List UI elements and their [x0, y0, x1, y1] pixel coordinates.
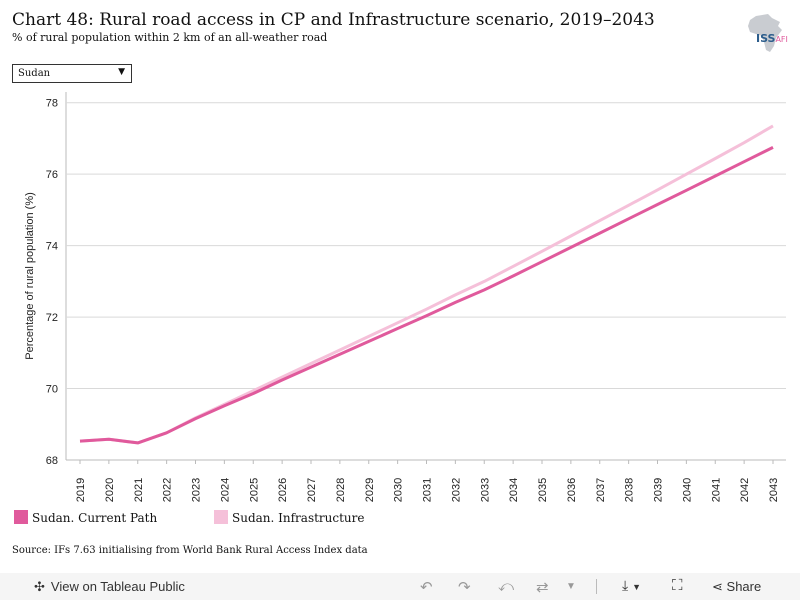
x-tick-label: 2033: [479, 478, 491, 502]
x-tick-label: 2032: [450, 478, 462, 502]
x-tick-label: 2035: [537, 478, 549, 502]
page-title: Chart 48: Rural road access in CP and In…: [12, 10, 655, 30]
download-icon[interactable]: ⤓ ▼: [622, 577, 641, 593]
chevron-down-icon[interactable]: ▼: [566, 581, 576, 592]
view-on-tableau-button[interactable]: ✣ View on Tableau Public: [34, 579, 185, 595]
y-tick-label: 70: [46, 384, 58, 396]
y-tick-label: 68: [46, 455, 58, 467]
x-tick-label: 2025: [248, 478, 260, 502]
undo-icon[interactable]: ↶: [420, 579, 433, 596]
country-filter-select[interactable]: Sudan ▼: [12, 64, 132, 83]
x-tick-label: 2022: [162, 478, 174, 502]
chart-series: [79, 124, 774, 445]
x-tick-label: 2019: [75, 478, 87, 502]
x-tick-label: 2034: [508, 478, 520, 502]
legend-swatch-current-path: [14, 510, 28, 524]
revert-icon[interactable]: ⤺: [498, 578, 515, 595]
x-tick-label: 2036: [566, 478, 578, 502]
series-line-current-path[interactable]: [79, 146, 774, 445]
redo-icon[interactable]: ↷: [458, 579, 471, 596]
x-tick-label: 2038: [624, 478, 636, 502]
x-tick-label: 2028: [335, 478, 347, 502]
x-axis-ticks: 2019 2020 2021 2022 2023 2024 2025 2026 2027 2028…: [75, 460, 780, 502]
y-tick-label: 78: [46, 98, 58, 110]
x-tick-label: 2024: [219, 478, 231, 502]
x-tick-label: 2031: [422, 478, 434, 502]
chevron-down-icon: ▼: [118, 67, 125, 77]
chart-gridlines: [65, 92, 786, 461]
logo-text: ISSAFI: [756, 32, 788, 45]
y-axis-ticks: 68 70 72 74 76 78: [46, 98, 58, 467]
x-tick-label: 2040: [681, 478, 693, 502]
country-filter-value: Sudan: [18, 68, 51, 79]
x-tick-label: 2027: [306, 478, 318, 502]
legend-item-current-path[interactable]: Sudan. Current Path: [14, 510, 157, 525]
x-tick-label: 2030: [393, 478, 405, 502]
x-tick-label: 2039: [653, 478, 665, 502]
iss-africa-logo: ISSAFI: [742, 12, 788, 54]
page-subtitle: % of rural population within 2 km of an …: [12, 31, 328, 44]
view-on-tableau-label: View on Tableau Public: [50, 579, 185, 594]
y-tick-label: 72: [46, 312, 58, 324]
tableau-toolbar: ✣ View on Tableau Public ↶ ↷ ⤺ ⇄ ▼ ⤓ ▼ ⛶ …: [0, 573, 800, 600]
x-tick-label: 2043: [768, 478, 780, 502]
share-button[interactable]: ⋖ Share: [712, 579, 761, 595]
africa-map-icon: [748, 14, 782, 52]
x-tick-label: 2026: [277, 478, 289, 502]
series-line-infrastructure[interactable]: [79, 124, 774, 445]
tableau-icon: ✣: [34, 579, 45, 594]
refresh-icon[interactable]: ⇄: [536, 579, 549, 596]
x-tick-label: 2021: [133, 478, 145, 502]
legend-label: Sudan. Current Path: [32, 511, 158, 525]
share-label: Share: [726, 579, 762, 594]
x-tick-label: 2029: [364, 478, 376, 502]
y-axis-title: Percentage of rural population (%): [24, 192, 36, 360]
y-tick-label: 76: [46, 169, 58, 181]
x-tick-label: 2042: [739, 478, 751, 502]
legend-swatch-infrastructure: [214, 510, 228, 524]
fullscreen-icon[interactable]: ⛶: [672, 577, 683, 594]
legend-item-infrastructure[interactable]: Sudan. Infrastructure: [214, 510, 365, 525]
y-tick-label: 74: [46, 241, 58, 253]
x-tick-label: 2041: [710, 478, 722, 502]
source-note: Source: IFs 7.63 initialising from World…: [12, 545, 368, 556]
toolbar-divider: [596, 579, 597, 594]
x-tick-label: 2020: [104, 478, 116, 502]
legend-label: Sudan. Infrastructure: [232, 511, 365, 525]
share-icon: ⋖: [712, 579, 723, 594]
x-tick-label: 2023: [191, 478, 203, 502]
x-tick-label: 2037: [595, 478, 607, 502]
